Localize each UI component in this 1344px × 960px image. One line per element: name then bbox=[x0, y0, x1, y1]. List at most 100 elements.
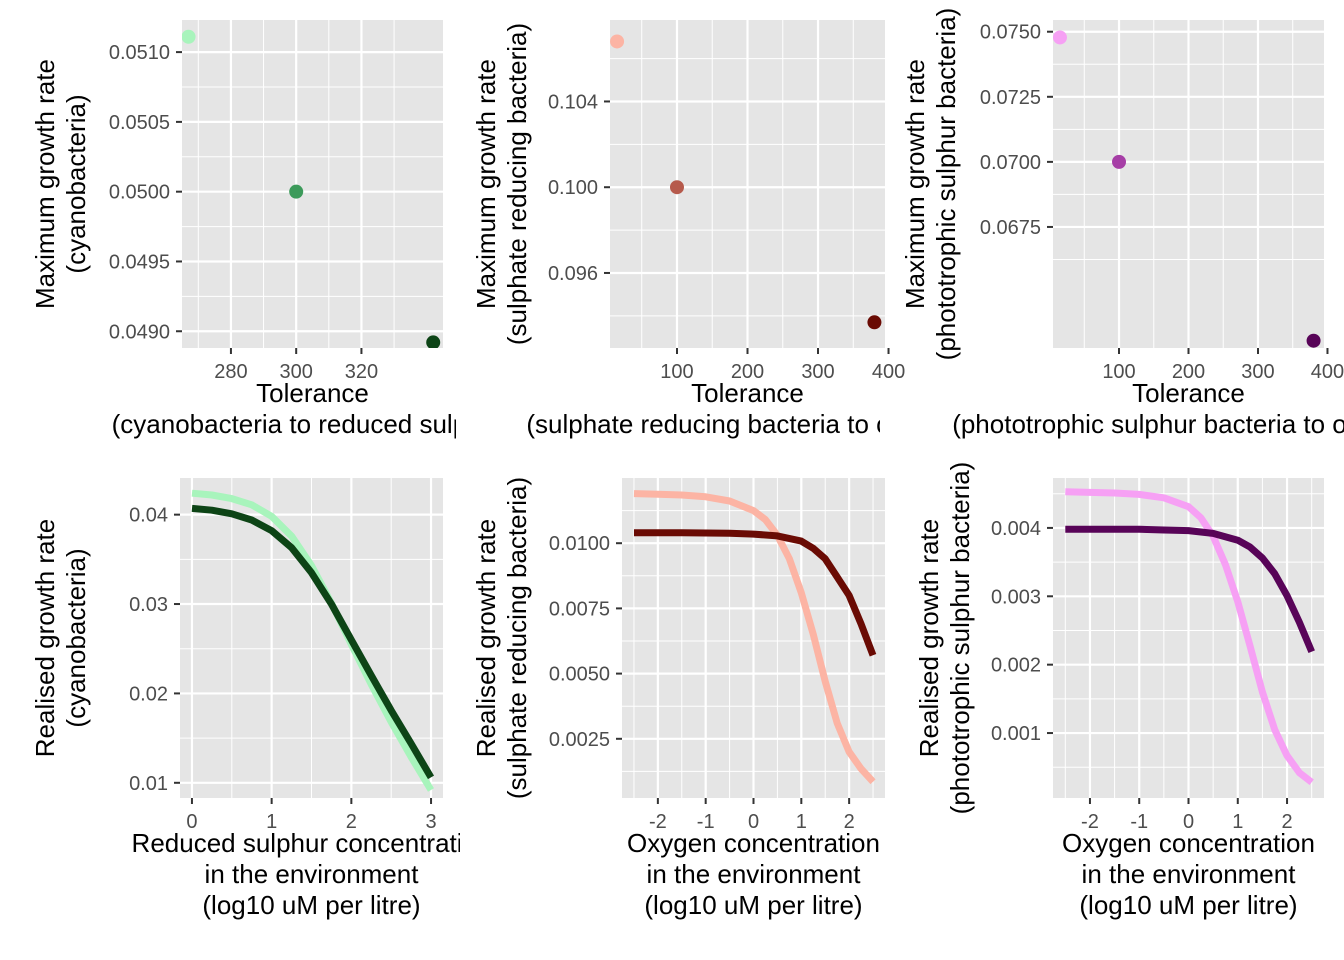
panel-p3: 100 200 300 400 0.0675 0.0700 0.0725 0.0750 Tole… bbox=[900, 8, 1344, 439]
x-tick-label: 300 bbox=[1241, 361, 1274, 383]
y-axis-title-line: Maximum growth rate bbox=[471, 59, 501, 309]
y-tick-label: 0.04 bbox=[129, 505, 168, 527]
panel-p2: 100 200 300 4000.0960.1000.104Tolerance(sul… bbox=[471, 20, 968, 439]
y-tick-label: 0.100 bbox=[548, 177, 598, 199]
x-axis-title-line: in the environment bbox=[205, 859, 420, 889]
y-tick-label: 0.0750 bbox=[980, 22, 1041, 44]
y-tick-label: 0.0495 bbox=[109, 251, 170, 273]
x-tick-label: -1 bbox=[697, 811, 715, 833]
panel-p5: -2 -1 0 1 2 0.0025 0.0050 0.0075 0.0100 Oxygen co… bbox=[471, 477, 885, 920]
series-line bbox=[633, 490, 876, 785]
data-point bbox=[426, 335, 441, 348]
y-tick-label: 0.104 bbox=[548, 91, 598, 113]
x-axis-title-line: Tolerance bbox=[256, 378, 369, 408]
x-tick-label: -2 bbox=[1081, 811, 1099, 833]
x-tick-label: 2 bbox=[844, 811, 855, 833]
x-tick-label: 200 bbox=[1172, 361, 1205, 383]
x-axis-title-line: Oxygen concentration bbox=[627, 828, 880, 858]
x-tick-label: 200 bbox=[731, 361, 764, 383]
x-axis-title: Tolerance(sulphate reducing bacteria to … bbox=[526, 378, 968, 439]
y-axis-title: Maximum growth rate (phototrophic sulphur… bbox=[900, 8, 961, 361]
x-tick-label: 2 bbox=[346, 811, 357, 833]
y-axis-title: Realised growth rate (phototrophic sulphu… bbox=[914, 462, 975, 815]
y-tick-label: 0.002 bbox=[991, 655, 1041, 677]
y-tick-label: 0.02 bbox=[129, 683, 168, 705]
y-axis-title-line: (cyanobacteria) bbox=[61, 548, 91, 727]
x-tick-label: 1 bbox=[1232, 811, 1243, 833]
data-layer bbox=[1053, 30, 1321, 348]
series-line bbox=[191, 489, 434, 792]
data-point bbox=[289, 184, 304, 199]
data-point bbox=[867, 315, 882, 330]
data-point bbox=[1053, 30, 1067, 45]
x-axis-title-line: (log10 uM per litre) bbox=[644, 890, 862, 920]
x-axis-title-line: Tolerance bbox=[691, 378, 804, 408]
x-axis-title-line: in the environment bbox=[1082, 859, 1297, 889]
y-axis-title-line: (sulphate reducing bacteria) bbox=[502, 23, 532, 345]
y-tick-label: 0.003 bbox=[991, 586, 1041, 608]
x-tick-label: 100 bbox=[1102, 361, 1135, 383]
y-tick-label: 0.096 bbox=[548, 263, 598, 285]
y-axis-title: Maximum growth rate (cyanobacteria) bbox=[30, 59, 91, 309]
y-axis-title-line: Realised growth rate bbox=[30, 519, 60, 757]
y-axis-title-line: Maximum growth rate bbox=[900, 59, 930, 309]
x-axis-title-line: (log10 uM per litre) bbox=[1079, 890, 1297, 920]
x-tick-label: 2 bbox=[1281, 811, 1292, 833]
y-tick-label: 0.0050 bbox=[549, 664, 610, 686]
y-axis-title-line: (cyanobacteria) bbox=[61, 94, 91, 273]
y-tick-label: 0.0505 bbox=[109, 112, 170, 134]
data-point bbox=[1112, 154, 1127, 169]
x-tick-label: 320 bbox=[345, 361, 378, 383]
x-tick-label: 0 bbox=[748, 811, 759, 833]
x-axis-title-line: (phototrophic sulphur bacteria to oxygen… bbox=[952, 409, 1344, 439]
x-tick-label: 280 bbox=[214, 361, 247, 383]
y-tick-label: 0.0725 bbox=[980, 87, 1041, 109]
data-layer bbox=[1065, 488, 1315, 786]
y-tick-label: 0.03 bbox=[129, 594, 168, 616]
x-axis-title-line: (sulphate reducing bacteria to oxygen) bbox=[526, 409, 968, 439]
x-tick-label: 3 bbox=[425, 811, 436, 833]
y-tick-label: 0.0490 bbox=[109, 321, 170, 343]
panel-p6: -2 -1 0 1 2 0.001 0.002 0.003 0.004 Oxygen concen… bbox=[914, 462, 1324, 920]
y-tick-label: 0.0025 bbox=[549, 729, 610, 751]
data-point bbox=[669, 180, 684, 195]
panel-p4: 0 1 2 3 0.01 0.02 0.03 0.04 Reduced sulphur conc… bbox=[30, 478, 492, 920]
x-tick-label: 300 bbox=[801, 361, 834, 383]
x-tick-label: -1 bbox=[1130, 811, 1148, 833]
x-axis-title-line: in the environment bbox=[647, 859, 862, 889]
data-layer bbox=[191, 489, 435, 792]
x-tick-label: 0 bbox=[186, 811, 197, 833]
x-tick-label: 0 bbox=[1183, 811, 1194, 833]
x-axis-title-line: Reduced sulphur concentration bbox=[132, 828, 492, 858]
data-point bbox=[182, 29, 196, 44]
y-axis-title-line: Maximum growth rate bbox=[30, 59, 60, 309]
y-axis-title: Realised growth rate (sulphate reducing b… bbox=[471, 477, 532, 799]
y-tick-label: 0.0510 bbox=[109, 42, 170, 64]
y-axis-title-line: (sulphate reducing bacteria) bbox=[502, 477, 532, 799]
x-axis-title-line: Oxygen concentration bbox=[1062, 828, 1315, 858]
panel-background bbox=[182, 20, 443, 348]
series-line bbox=[634, 529, 877, 657]
x-axis-title: Tolerance(cyanobacteria to reduced sulph… bbox=[112, 378, 456, 439]
y-tick-label: 0.01 bbox=[129, 773, 168, 795]
y-axis-title: Realised growth rate (cyanobacteria) bbox=[30, 519, 91, 757]
data-layer bbox=[610, 34, 882, 330]
data-point bbox=[610, 34, 625, 49]
y-axis-title-line: Realised growth rate bbox=[471, 519, 501, 757]
y-tick-label: 0.004 bbox=[991, 518, 1041, 540]
x-tick-label: 300 bbox=[280, 361, 313, 383]
series-line bbox=[1065, 525, 1315, 654]
y-tick-label: 0.0100 bbox=[549, 533, 610, 555]
y-tick-label: 0.0700 bbox=[980, 152, 1041, 174]
y-axis-title-line: (phototrophic sulphur bacteria) bbox=[945, 462, 975, 815]
panel-p1: 280 300 320 0.0490 0.0495 0.0500 0.0505 0.0510 T… bbox=[30, 20, 456, 439]
y-axis-title-line: Realised growth rate bbox=[914, 519, 944, 757]
y-tick-label: 0.0500 bbox=[109, 182, 170, 204]
x-tick-label: -2 bbox=[649, 811, 667, 833]
x-tick-label: 400 bbox=[1311, 361, 1344, 383]
x-tick-label: 400 bbox=[872, 361, 905, 383]
data-layer bbox=[182, 29, 441, 348]
